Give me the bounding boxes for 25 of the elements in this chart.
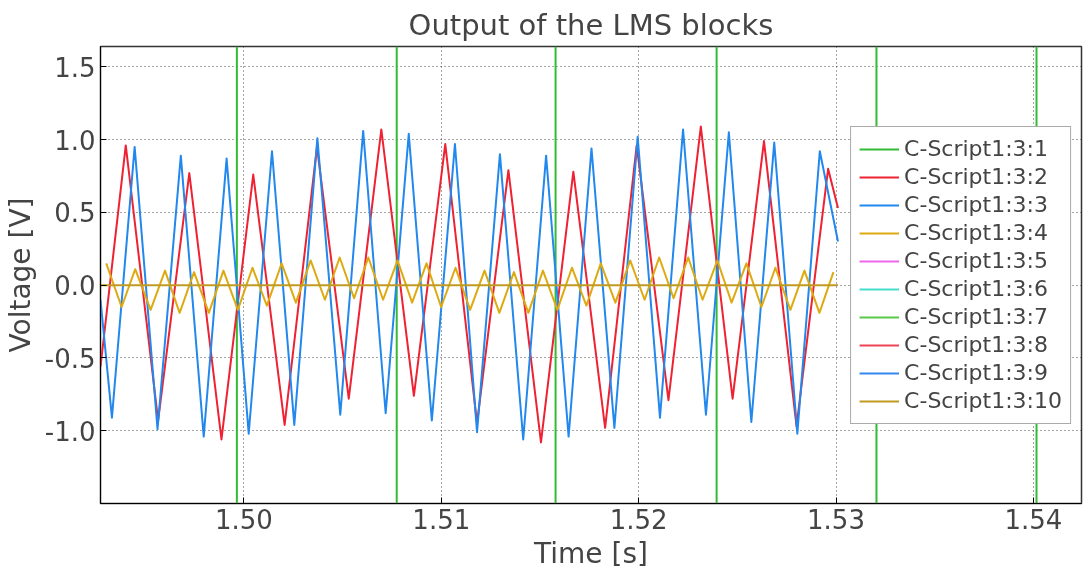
x-tick-label: 1.52 [609,504,668,535]
chart-title: Output of the LMS blocks [408,7,774,42]
y-tick-label: -0.5 [44,343,96,374]
legend-label: C-Script1:3:6 [904,275,1049,303]
x-tick-label: 1.51 [412,504,471,535]
y-tick-label: 0.5 [54,198,96,229]
x-tick-label: 1.50 [215,504,273,535]
x-axis-title: Time [s] [533,536,648,570]
x-tick-label: 1.54 [1004,504,1063,535]
y-tick-label: 1.0 [54,125,96,156]
legend-label: C-Script1:3:10 [904,387,1062,415]
legend-label: C-Script1:3:2 [904,163,1049,191]
y-axis-title: Voltage [V] [3,197,37,353]
y-tick-label: 1.5 [54,52,96,83]
legend-label: C-Script1:3:8 [904,331,1049,359]
x-tick-label: 1.53 [807,504,865,535]
y-tick-label: -1.0 [44,416,96,447]
legend-label: C-Script1:3:7 [904,303,1049,331]
legend-label: C-Script1:3:9 [904,359,1049,387]
legend-label: C-Script1:3:1 [904,135,1049,163]
legend-label: C-Script1:3:5 [904,247,1049,275]
legend-label: C-Script1:3:4 [904,219,1049,247]
legend-label: C-Script1:3:3 [904,191,1049,219]
line-series [105,256,835,314]
y-tick-label: 0.0 [54,271,96,302]
